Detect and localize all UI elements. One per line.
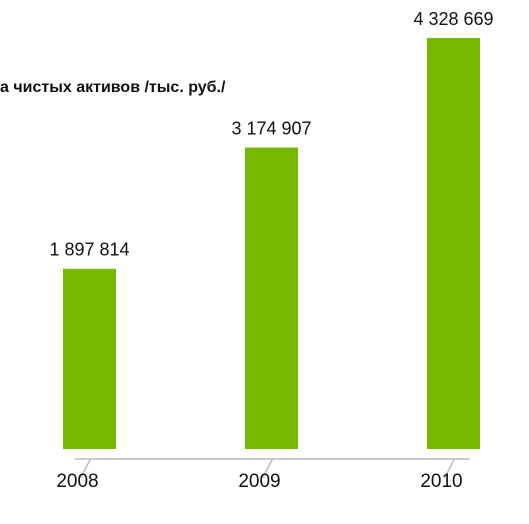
- value-label: 4 328 669: [413, 9, 493, 29]
- x-tick: [79, 458, 92, 479]
- value-label: 3 174 907: [231, 118, 311, 138]
- x-tick: [443, 458, 456, 479]
- value-label: 1 897 814: [49, 240, 129, 260]
- bar: [245, 147, 298, 450]
- bar: [427, 38, 480, 449]
- x-tick-label: 2010: [420, 471, 462, 492]
- x-tick-label: 2008: [56, 471, 98, 492]
- x-tick-label: 2009: [238, 471, 280, 492]
- x-tick: [261, 458, 274, 479]
- bar: [63, 268, 116, 449]
- chart-title: а чистых активов /тыс. руб./: [0, 79, 226, 96]
